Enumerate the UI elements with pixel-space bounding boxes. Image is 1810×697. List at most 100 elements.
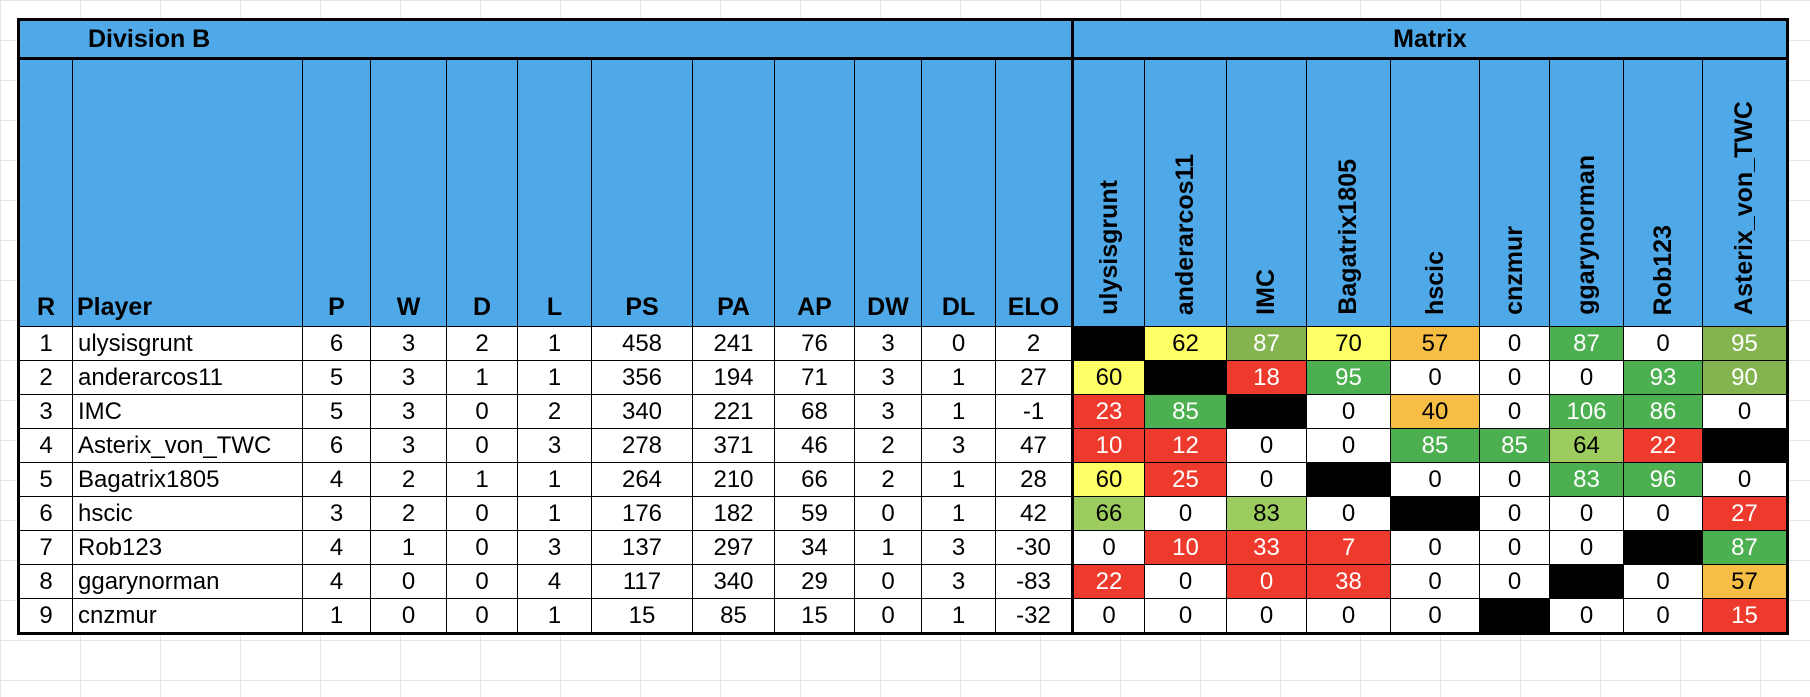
matrix-cell: 57 bbox=[1702, 564, 1789, 599]
matrix-cell: 22 bbox=[1071, 564, 1145, 599]
stat-cell-dl: 0 bbox=[921, 326, 996, 361]
matrix-cell: 25 bbox=[1144, 462, 1227, 497]
stat-cell-player: IMC bbox=[72, 394, 303, 429]
stat-cell-player: anderarcos11 bbox=[72, 360, 303, 395]
stat-cell-elo: 28 bbox=[995, 462, 1073, 497]
stat-cell-ps: 117 bbox=[591, 564, 693, 599]
matrix-header-0: ulysisgrunt bbox=[1071, 58, 1145, 327]
stat-cell-d: 1 bbox=[446, 360, 518, 395]
stat-cell-ps: 264 bbox=[591, 462, 693, 497]
matrix-header-label: ulysisgrunt bbox=[1094, 180, 1123, 315]
stat-cell-elo: -32 bbox=[995, 598, 1073, 635]
stat-cell-l: 4 bbox=[517, 564, 592, 599]
matrix-cell bbox=[1306, 462, 1391, 497]
stat-cell-r: 9 bbox=[17, 598, 73, 635]
stat-cell-d: 0 bbox=[446, 496, 518, 531]
stat-cell-dl: 1 bbox=[921, 598, 996, 635]
matrix-header-3: Bagatrix1805 bbox=[1306, 58, 1391, 327]
table-row: 1 ulysisgrunt 6 3 2 1 458 241 76 3 0 2 62 87 70 57 0 87 0 9… bbox=[17, 326, 1789, 361]
stat-cell-ps: 278 bbox=[591, 428, 693, 463]
matrix-cell: 0 bbox=[1226, 598, 1307, 635]
stat-cell-d: 2 bbox=[446, 326, 518, 361]
matrix-cell: 85 bbox=[1390, 428, 1480, 463]
stat-cell-r: 4 bbox=[17, 428, 73, 463]
matrix-cell: 90 bbox=[1702, 360, 1789, 395]
matrix-cell: 27 bbox=[1702, 496, 1789, 531]
column-header-2: P bbox=[302, 58, 371, 327]
matrix-cell: 64 bbox=[1549, 428, 1624, 463]
stat-cell-l: 1 bbox=[517, 496, 592, 531]
matrix-cell: 106 bbox=[1549, 394, 1624, 429]
matrix-cell bbox=[1071, 326, 1145, 361]
stat-cell-p: 4 bbox=[302, 530, 371, 565]
stat-cell-p: 6 bbox=[302, 428, 371, 463]
stat-cell-pa: 85 bbox=[692, 598, 775, 635]
matrix-header-label: hscic bbox=[1420, 251, 1449, 315]
stat-cell-pa: 182 bbox=[692, 496, 775, 531]
stat-cell-p: 1 bbox=[302, 598, 371, 635]
matrix-cell: 0 bbox=[1549, 360, 1624, 395]
matrix-cell: 93 bbox=[1623, 360, 1703, 395]
stat-cell-dw: 3 bbox=[854, 394, 922, 429]
stat-cell-ap: 59 bbox=[774, 496, 855, 531]
stat-cell-l: 1 bbox=[517, 598, 592, 635]
stat-cell-d: 0 bbox=[446, 394, 518, 429]
stat-cell-dl: 3 bbox=[921, 530, 996, 565]
stat-cell-w: 3 bbox=[370, 394, 447, 429]
matrix-header-8: Asterix_von_TWC bbox=[1702, 58, 1789, 327]
column-header-0: R bbox=[17, 58, 73, 327]
stat-cell-elo: -83 bbox=[995, 564, 1073, 599]
stat-cell-elo: -1 bbox=[995, 394, 1073, 429]
stat-cell-ps: 356 bbox=[591, 360, 693, 395]
division-title: Division B bbox=[17, 18, 1073, 60]
stat-cell-w: 3 bbox=[370, 428, 447, 463]
stat-cell-dl: 3 bbox=[921, 564, 996, 599]
matrix-cell: 95 bbox=[1306, 360, 1391, 395]
matrix-cell: 66 bbox=[1071, 496, 1145, 531]
matrix-header-label: Asterix_von_TWC bbox=[1730, 101, 1758, 315]
stat-cell-pa: 371 bbox=[692, 428, 775, 463]
matrix-cell bbox=[1144, 360, 1227, 395]
stat-cell-w: 3 bbox=[370, 326, 447, 361]
matrix-cell: 60 bbox=[1071, 360, 1145, 395]
table-row: 2 anderarcos11 5 3 1 1 356 194 71 3 1 27 60 18 95 0 0 0 93… bbox=[17, 360, 1789, 395]
matrix-cell: 70 bbox=[1306, 326, 1391, 361]
stat-cell-pa: 194 bbox=[692, 360, 775, 395]
stat-cell-elo: -30 bbox=[995, 530, 1073, 565]
stat-cell-dl: 3 bbox=[921, 428, 996, 463]
matrix-cell bbox=[1479, 598, 1550, 635]
stat-cell-ap: 34 bbox=[774, 530, 855, 565]
matrix-cell: 18 bbox=[1226, 360, 1307, 395]
matrix-cell: 0 bbox=[1479, 462, 1550, 497]
matrix-cell: 0 bbox=[1071, 530, 1145, 565]
stat-cell-dl: 1 bbox=[921, 462, 996, 497]
matrix-header-label: IMC bbox=[1252, 269, 1280, 315]
matrix-cell: 12 bbox=[1144, 428, 1227, 463]
table-row: 4 Asterix_von_TWC 6 3 0 3 278 371 46 2 3 47 10 12 0 0 85… bbox=[17, 428, 1789, 463]
matrix-cell: 0 bbox=[1623, 598, 1703, 635]
stat-cell-d: 0 bbox=[446, 530, 518, 565]
matrix-header-5: cnzmur bbox=[1479, 58, 1550, 327]
stat-cell-w: 0 bbox=[370, 598, 447, 635]
title-banner-row: Division B Matrix bbox=[17, 18, 1789, 60]
stat-cell-p: 5 bbox=[302, 360, 371, 395]
matrix-cell: 96 bbox=[1623, 462, 1703, 497]
matrix-cell: 86 bbox=[1623, 394, 1703, 429]
stat-cell-elo: 42 bbox=[995, 496, 1073, 531]
table-row: 7 Rob123 4 1 0 3 137 297 34 1 3 -30 0 10 33 7 0 0 0 87 bbox=[17, 530, 1789, 565]
matrix-cell: 0 bbox=[1479, 326, 1550, 361]
matrix-cell: 0 bbox=[1226, 564, 1307, 599]
stat-cell-l: 1 bbox=[517, 326, 592, 361]
stat-cell-ap: 66 bbox=[774, 462, 855, 497]
matrix-cell: 0 bbox=[1479, 564, 1550, 599]
stat-cell-pa: 241 bbox=[692, 326, 775, 361]
stat-cell-ps: 340 bbox=[591, 394, 693, 429]
stat-cell-dw: 2 bbox=[854, 462, 922, 497]
stat-cell-ap: 29 bbox=[774, 564, 855, 599]
stat-cell-player: Rob123 bbox=[72, 530, 303, 565]
stat-cell-ps: 15 bbox=[591, 598, 693, 635]
matrix-cell: 87 bbox=[1549, 326, 1624, 361]
matrix-cell: 85 bbox=[1479, 428, 1550, 463]
matrix-cell: 40 bbox=[1390, 394, 1480, 429]
matrix-cell: 0 bbox=[1306, 428, 1391, 463]
